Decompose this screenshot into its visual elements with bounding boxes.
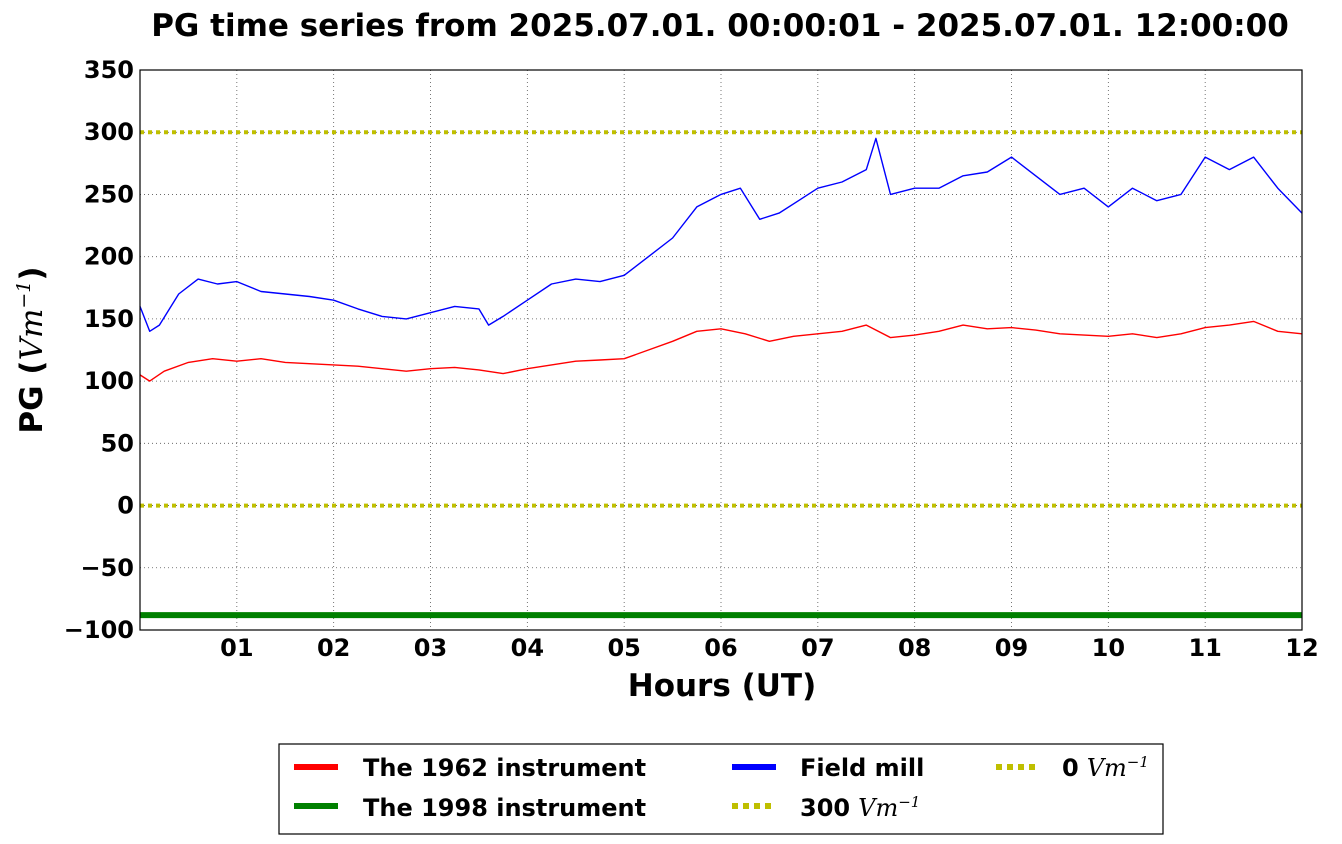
grid-lines: [140, 70, 1302, 630]
legend-label-300: 300 Vm−1: [800, 793, 920, 822]
legend-label-0: 0 Vm−1: [1062, 753, 1149, 782]
legend-label-300-unit-exponent: −1: [898, 793, 920, 811]
y-axis-label: PG (Vm−1): [13, 266, 50, 433]
x-tick-label-3: 04: [511, 634, 544, 662]
y-axis-label-suffix: ): [14, 266, 50, 280]
y-tick-label-9: −100: [64, 616, 134, 644]
legend-label-0-value: 0: [1062, 754, 1079, 782]
y-tick-label-0: 350: [84, 56, 134, 84]
x-tick-label-10: 11: [1188, 634, 1221, 662]
legend-box: [278, 743, 1164, 835]
x-tick-label-0: 01: [220, 634, 253, 662]
y-tick-label-3: 200: [84, 243, 134, 271]
series-line-the-1962-instrument: [139, 320, 1303, 382]
x-tick-labels: 01 02 03 04 05 06 07 08 09 10 11 12: [220, 634, 1319, 662]
chart-title: PG time series from 2025.07.01. 00:00:01…: [151, 8, 1289, 44]
legend-label-1998: The 1998 instrument: [363, 794, 646, 822]
y-tick-label-5: 100: [84, 367, 134, 395]
legend-label-0-unit: Vm: [1087, 754, 1127, 782]
x-tick-label-9: 10: [1092, 634, 1125, 662]
y-tick-label-6: 50: [101, 429, 134, 457]
series-lines: [139, 130, 1303, 619]
y-tick-label-4: 150: [84, 305, 134, 333]
x-tick-label-2: 03: [414, 634, 447, 662]
y-tick-labels: 350 300 250 200 150 100 50 0 −50 −100: [64, 56, 134, 644]
legend-label-1962: The 1962 instrument: [363, 754, 646, 782]
x-tick-label-5: 06: [704, 634, 737, 662]
x-tick-label-6: 07: [801, 634, 834, 662]
x-tick-label-1: 02: [317, 634, 350, 662]
y-axis-label-unit: Vm: [14, 309, 50, 361]
y-tick-label-8: −50: [80, 554, 134, 582]
y-tick-label-2: 250: [84, 180, 134, 208]
y-axis-label-unit-exponent: −1: [13, 281, 35, 309]
legend-label-300-unit: Vm: [858, 794, 898, 822]
x-tick-label-11: 12: [1285, 634, 1318, 662]
y-tick-label-1: 300: [84, 118, 134, 146]
legend-label-field-mill: Field mill: [800, 754, 924, 782]
legend: The 1962 instrument The 1998 instrument …: [278, 743, 1164, 835]
x-axis-label: Hours (UT): [628, 668, 817, 704]
x-tick-label-7: 08: [898, 634, 931, 662]
plot-frame: [139, 69, 1303, 631]
series-line-field-mill: [139, 137, 1303, 332]
y-tick-label-7: 0: [117, 492, 134, 520]
legend-label-300-value: 300: [800, 794, 850, 822]
x-tick-label-4: 05: [607, 634, 640, 662]
legend-label-0-unit-exponent: −1: [1127, 753, 1149, 771]
x-tick-label-8: 09: [995, 634, 1028, 662]
y-axis-label-prefix: PG (: [14, 360, 50, 433]
